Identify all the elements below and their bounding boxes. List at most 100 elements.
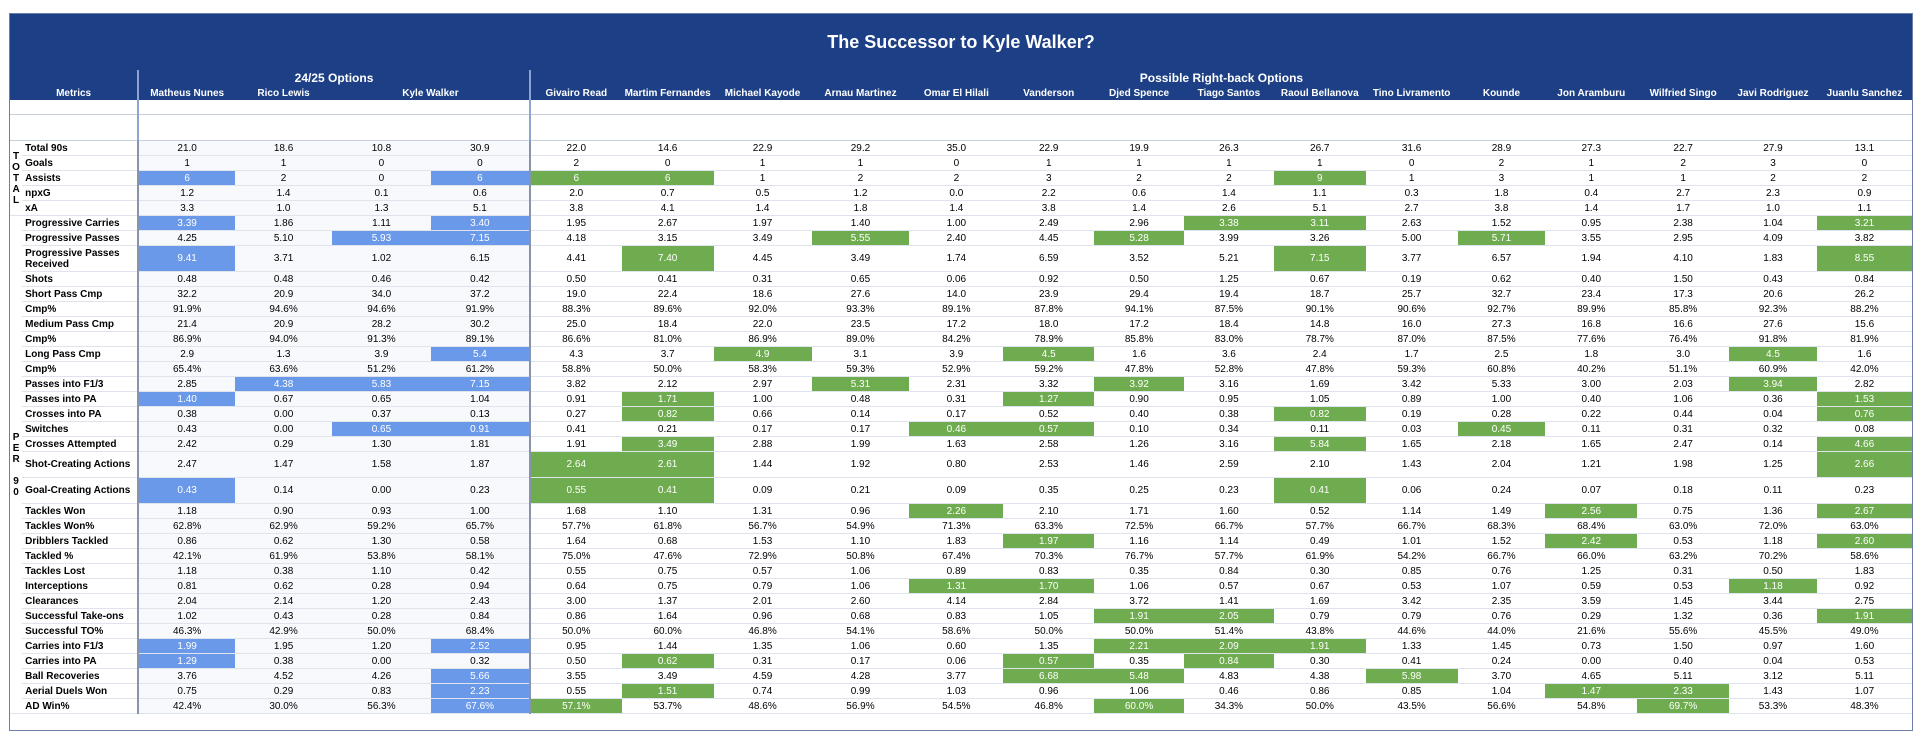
stat-cell: 4.25: [137, 230, 236, 246]
stat-cell: 0.6: [430, 185, 530, 201]
stat-cell: 1: [1003, 155, 1095, 171]
stat-cell: 4.38: [1273, 668, 1366, 684]
stat-cell: 2.96: [1094, 215, 1184, 231]
stat-cell: 3.38: [1183, 215, 1274, 231]
stat-cell: 56.7%: [713, 518, 812, 534]
header-corner: [10, 70, 139, 86]
stat-cell: 1.10: [332, 563, 431, 579]
stat-cell: 1.04: [1729, 215, 1817, 231]
player-name: Givairo Read: [528, 86, 622, 100]
stat-cell: 2.58: [1003, 436, 1095, 452]
stat-cell: 3.12: [1729, 668, 1817, 684]
stat-cell: 67.6%: [430, 698, 530, 714]
stat-cell: 0.89: [909, 563, 1004, 579]
season-cell: 24/25 (Primeira Liga): [621, 114, 714, 141]
stat-cell: 18.4: [1183, 316, 1274, 332]
stat-cell: 1.69: [1273, 376, 1366, 392]
stat-cell: 0.36: [1729, 608, 1817, 624]
stat-cell: 1.8: [1457, 185, 1546, 201]
stat-cell: 2.14: [235, 593, 332, 609]
stat-cell: 65.4%: [137, 361, 236, 377]
stat-cell: 3.82: [528, 376, 622, 392]
stat-cell: 2.05: [1183, 608, 1274, 624]
age-cell: 19: [528, 100, 622, 115]
stat-cell: 2.97: [713, 376, 812, 392]
age-cell: 25: [1273, 100, 1366, 115]
stat-cell: 1.06: [811, 638, 910, 654]
stat-cell: 60.0%: [1094, 698, 1184, 714]
metric-label: Tackles Lost: [22, 563, 139, 579]
stat-row: Passes into PA 1.40 0.67 0.65 1.04 0.91 1.71 1.…: [10, 391, 1912, 407]
metric-label: Progressive Carries: [22, 215, 139, 231]
stat-cell: 54.2%: [1365, 548, 1458, 564]
stat-cell: 19.4: [1183, 286, 1274, 302]
stat-cell: 3.21: [1816, 215, 1912, 231]
stat-cell: 4.1: [621, 200, 714, 216]
stat-cell: 3.7: [621, 346, 714, 362]
stat-cell: 67.4%: [909, 548, 1004, 564]
stat-cell: 0.13: [430, 406, 530, 422]
stat-cell: 2.60: [811, 593, 910, 609]
stat-cell: 32.2: [137, 286, 236, 302]
stat-cell: 0.83: [332, 683, 431, 699]
stat-cell: 3.49: [811, 245, 910, 272]
stat-cell: 61.2%: [430, 361, 530, 377]
stat-cell: 50.0%: [528, 623, 622, 639]
stat-cell: 0.67: [1273, 578, 1366, 594]
season-row: Season Used (League) 24/25 (PL) 24/25 (PL)…: [10, 114, 1912, 141]
stat-cell: 58.6%: [909, 623, 1004, 639]
season-cell: 24/25 (La Liga): [1545, 114, 1638, 141]
metric-label: Cmp%: [22, 301, 139, 317]
stat-cell: 3: [1457, 170, 1546, 186]
stat-cell: 22.0: [713, 316, 812, 332]
stat-cell: 61.9%: [1273, 548, 1366, 564]
stat-cell: 0.27: [528, 406, 622, 422]
stat-cell: 5.66: [430, 668, 530, 684]
stat-cell: 1.7: [1637, 200, 1730, 216]
stat-cell: 90.6%: [1365, 301, 1458, 317]
stat-cell: 2.42: [1545, 533, 1638, 549]
player-name: Matheus Nunes: [137, 86, 236, 100]
stat-cell: 0.28: [332, 608, 431, 624]
metric-label: Carries into PA: [22, 653, 139, 669]
stat-cell: 2: [1457, 155, 1546, 171]
stat-cell: 0.79: [713, 578, 812, 594]
age-cell: 24: [1094, 100, 1184, 115]
stat-cell: 3.00: [528, 593, 622, 609]
stat-cell: 6.15: [430, 245, 530, 272]
stat-cell: 0.00: [332, 653, 431, 669]
metric-label: Tackled %: [22, 548, 139, 564]
stat-cell: 5.31: [811, 376, 910, 392]
stat-cell: 0.03: [1365, 421, 1458, 437]
stat-cell: 32.7: [1457, 286, 1546, 302]
stat-cell: 81.0%: [621, 331, 714, 347]
stat-cell: 0: [332, 155, 431, 171]
stat-cell: 19.9: [1094, 140, 1184, 156]
stat-cell: 1.99: [811, 436, 910, 452]
stat-cell: 3.77: [909, 668, 1004, 684]
stat-cell: 51.2%: [332, 361, 431, 377]
stat-cell: 0.30: [1273, 653, 1366, 669]
stat-cell: 1.83: [1816, 563, 1912, 579]
stat-cell: 1.58: [332, 451, 431, 478]
stat-cell: 3.0: [1637, 346, 1730, 362]
stat-cell: 31.6: [1365, 140, 1458, 156]
stat-cell: 5.11: [1816, 668, 1912, 684]
stat-row: Tackles Won 1.18 0.90 0.93 1.00 1.68 1.10 1.31 0…: [10, 503, 1912, 519]
stat-cell: 4.41: [528, 245, 622, 272]
stat-row: Cmp% 65.4% 63.6% 51.2% 61.2% 58.8% 50.0% 58.3% 5…: [10, 361, 1912, 377]
stat-cell: 0.06: [1365, 477, 1458, 504]
stat-cell: 0.00: [235, 421, 332, 437]
stat-cell: 0.14: [811, 406, 910, 422]
stat-cell: 9.41: [137, 245, 236, 272]
stat-cell: 1.06: [1094, 683, 1184, 699]
stat-cell: 0.0: [909, 185, 1004, 201]
stat-cell: 61.8%: [621, 518, 714, 534]
stat-cell: 56.3%: [332, 698, 431, 714]
stat-cell: 0.14: [1729, 436, 1817, 452]
stat-cell: 1.41: [1183, 593, 1274, 609]
stat-cell: 0.00: [235, 406, 332, 422]
stat-cell: 1.52: [1457, 533, 1546, 549]
stat-cell: 63.0%: [1637, 518, 1730, 534]
age-cell: 21: [909, 100, 1004, 115]
